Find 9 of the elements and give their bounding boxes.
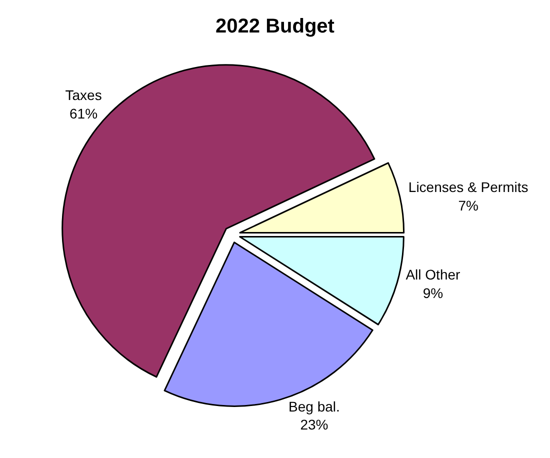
data-label: 7% [458,197,478,214]
slice-label: Taxes [65,87,102,104]
slice-label: All Other [406,266,461,283]
data-label: 61% [70,105,98,122]
slice-label: Licenses & Permits [408,179,528,196]
slice-label: Beg bal. [288,398,340,414]
chart-title: 2022 Budget [216,15,335,38]
data-label: 9% [422,284,444,301]
data-label: 23% [300,416,328,433]
